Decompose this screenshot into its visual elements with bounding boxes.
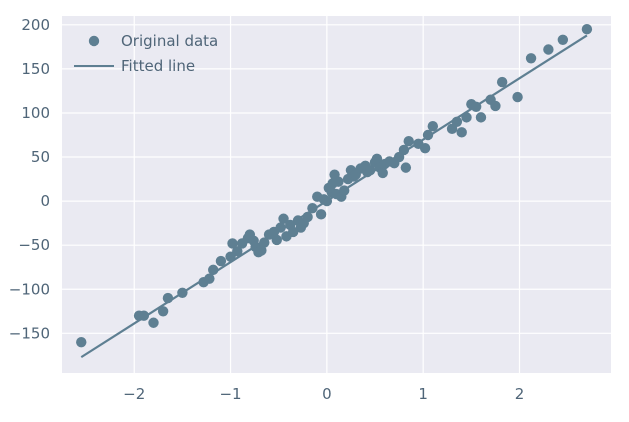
data-point bbox=[287, 226, 299, 238]
data-point bbox=[208, 264, 219, 276]
data-point bbox=[204, 273, 215, 284]
data-point bbox=[302, 211, 313, 223]
x-tick-label: 0 bbox=[322, 385, 332, 403]
data-point bbox=[333, 176, 344, 187]
data-point bbox=[259, 237, 270, 248]
y-tick-label: 150 bbox=[21, 60, 50, 78]
x-tick-label: 1 bbox=[418, 385, 428, 403]
data-point bbox=[543, 44, 554, 55]
data-point bbox=[315, 209, 327, 220]
data-point bbox=[371, 153, 383, 164]
legend: Original data Fitted line bbox=[74, 32, 218, 75]
y-tick-label: −100 bbox=[9, 280, 50, 298]
data-point bbox=[256, 245, 267, 256]
y-axis-tick-labels: −150 −100 −50 0 50 100 150 200 bbox=[9, 16, 50, 343]
y-tick-label: 0 bbox=[40, 192, 50, 210]
data-point bbox=[512, 91, 523, 103]
x-tick-label: 2 bbox=[515, 385, 525, 403]
data-point bbox=[271, 234, 282, 246]
data-point bbox=[398, 144, 410, 156]
data-point bbox=[377, 167, 388, 179]
x-tick-label: −1 bbox=[219, 385, 241, 403]
data-point bbox=[157, 306, 169, 317]
y-gridlines bbox=[62, 24, 611, 334]
data-point bbox=[227, 238, 238, 249]
x-gridlines bbox=[133, 16, 521, 373]
data-point bbox=[456, 127, 467, 138]
data-point bbox=[275, 222, 286, 233]
y-tick-label: 50 bbox=[31, 148, 50, 166]
data-point bbox=[427, 120, 439, 132]
legend-marker-original-data bbox=[88, 35, 100, 47]
legend-label-fitted-line: Fitted line bbox=[121, 57, 195, 75]
data-point bbox=[496, 76, 508, 88]
y-tick-label: 100 bbox=[21, 104, 50, 122]
x-axis-tick-labels: −2 −1 0 1 2 bbox=[123, 385, 524, 403]
y-tick-label: −150 bbox=[9, 324, 50, 342]
data-point bbox=[307, 202, 318, 214]
data-point bbox=[422, 129, 434, 141]
y-tick-label: −50 bbox=[18, 236, 50, 254]
data-point bbox=[278, 213, 289, 224]
data-point bbox=[148, 317, 159, 328]
data-point bbox=[557, 34, 569, 45]
y-tick-label: 200 bbox=[21, 16, 50, 34]
data-point bbox=[490, 100, 501, 112]
data-point bbox=[581, 24, 593, 35]
data-point bbox=[76, 336, 87, 348]
data-point bbox=[470, 101, 482, 112]
data-point bbox=[321, 195, 333, 207]
data-point bbox=[232, 246, 243, 257]
data-point bbox=[461, 112, 472, 123]
data-point bbox=[419, 143, 431, 154]
data-point bbox=[215, 255, 227, 267]
data-point bbox=[525, 53, 537, 64]
legend-label-original-data: Original data bbox=[121, 32, 218, 50]
data-point bbox=[138, 310, 150, 321]
data-point bbox=[403, 135, 414, 147]
data-point bbox=[365, 165, 376, 176]
data-point bbox=[162, 292, 174, 304]
data-point bbox=[400, 162, 412, 173]
x-tick-label: −2 bbox=[123, 385, 145, 403]
data-point bbox=[451, 116, 463, 127]
scatter-points-layer bbox=[76, 24, 593, 348]
data-point bbox=[475, 112, 487, 123]
data-point bbox=[177, 287, 188, 298]
data-point bbox=[339, 185, 350, 196]
